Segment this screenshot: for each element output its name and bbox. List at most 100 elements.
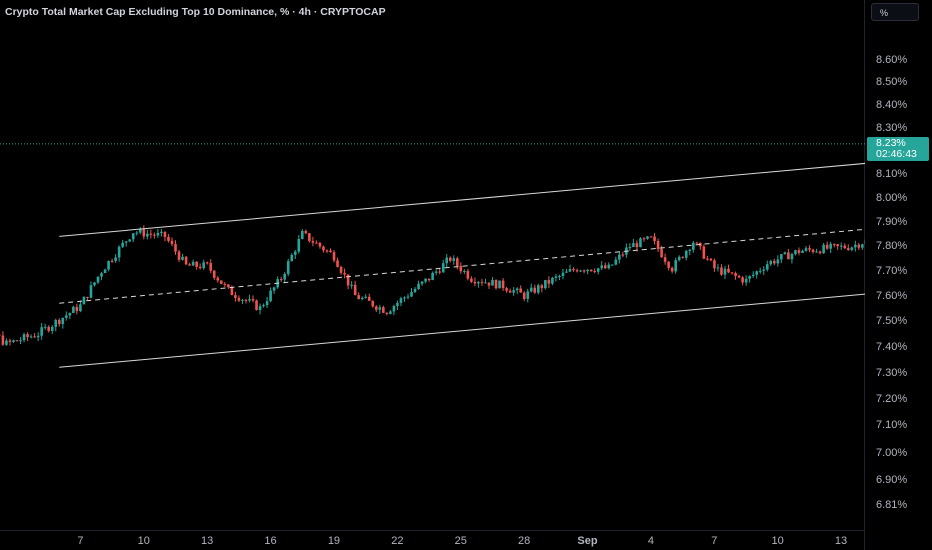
candle-body bbox=[156, 232, 160, 236]
candle-body bbox=[822, 244, 825, 254]
candle-body bbox=[121, 242, 124, 247]
candle-body bbox=[688, 249, 692, 251]
candle-body bbox=[212, 270, 216, 278]
candle-body bbox=[787, 252, 790, 260]
candle-body bbox=[234, 295, 237, 298]
candle-body bbox=[75, 306, 79, 312]
candle-body bbox=[832, 243, 836, 245]
chart-plot-area[interactable] bbox=[0, 0, 865, 530]
candle-body bbox=[279, 279, 283, 281]
candle-body bbox=[755, 271, 759, 275]
candle-body bbox=[392, 306, 396, 312]
candle-body bbox=[730, 272, 734, 274]
candle-body bbox=[748, 276, 751, 279]
candle-body bbox=[36, 335, 40, 338]
candle-body bbox=[744, 278, 748, 283]
y-tick-label: 7.00% bbox=[876, 446, 908, 459]
candle-body bbox=[780, 254, 783, 260]
candle-body bbox=[29, 336, 33, 338]
percent-scale-button[interactable]: % bbox=[871, 3, 919, 21]
candle-body bbox=[836, 244, 840, 246]
candle-body bbox=[723, 268, 727, 275]
candle-body bbox=[670, 267, 674, 272]
candle-body bbox=[65, 315, 68, 318]
candle-body bbox=[494, 280, 498, 289]
candle-body bbox=[5, 340, 8, 345]
candle-body bbox=[470, 278, 473, 282]
candle-body bbox=[82, 296, 86, 305]
last-price-tag: 8.23% 02:46:43 bbox=[867, 137, 929, 161]
candle-body bbox=[237, 297, 241, 301]
candles-group bbox=[0, 225, 865, 346]
candle-body bbox=[804, 248, 808, 251]
candle-body bbox=[829, 243, 832, 249]
y-tick-label: 7.60% bbox=[876, 289, 908, 302]
candle-body bbox=[427, 278, 431, 281]
candle-body bbox=[177, 251, 181, 260]
candle-body bbox=[734, 273, 737, 276]
candle-body bbox=[339, 266, 343, 273]
candle-body bbox=[399, 298, 403, 303]
candle-body bbox=[283, 273, 287, 280]
candle-body bbox=[209, 263, 213, 271]
y-tick-label: 7.20% bbox=[876, 392, 908, 405]
last-price-value: 8.23% bbox=[876, 137, 906, 149]
trendline-channel-upper[interactable] bbox=[59, 125, 865, 237]
candle-body bbox=[653, 236, 656, 241]
candle-body bbox=[50, 326, 54, 331]
candle-body bbox=[603, 265, 607, 269]
trendline-channel-lower[interactable] bbox=[59, 256, 865, 368]
candle-body bbox=[244, 299, 248, 301]
candle-body bbox=[815, 251, 818, 253]
candle-body bbox=[818, 251, 822, 254]
candle-body bbox=[586, 269, 589, 272]
candle-body bbox=[1, 335, 5, 345]
candle-body bbox=[794, 250, 797, 254]
candle-body bbox=[691, 242, 695, 250]
x-tick-label: 7 bbox=[77, 535, 84, 547]
candle-body bbox=[459, 265, 463, 272]
candle-body bbox=[293, 251, 297, 255]
candle-body bbox=[572, 269, 575, 271]
candle-body bbox=[332, 252, 336, 261]
candle-body bbox=[677, 256, 681, 261]
candle-body bbox=[593, 271, 596, 273]
candle-body bbox=[248, 299, 251, 301]
candle-body bbox=[642, 238, 646, 240]
candle-body bbox=[15, 340, 19, 342]
trendline-channel-mid[interactable] bbox=[59, 191, 865, 304]
candle-body bbox=[702, 246, 706, 259]
candle-body bbox=[40, 327, 43, 336]
candle-body bbox=[103, 269, 107, 274]
candle-body bbox=[484, 282, 487, 284]
candle-body bbox=[258, 306, 262, 311]
candle-body bbox=[367, 296, 371, 301]
candle-body bbox=[445, 257, 449, 264]
candle-body bbox=[167, 236, 170, 241]
candle-body bbox=[811, 249, 815, 253]
candle-body bbox=[491, 280, 494, 286]
candle-body bbox=[839, 245, 843, 247]
candle-body bbox=[519, 288, 523, 293]
x-tick-label: 19 bbox=[327, 535, 341, 547]
candle-body bbox=[825, 244, 829, 249]
candle-body bbox=[554, 276, 558, 278]
candle-body bbox=[431, 272, 434, 281]
candle-body bbox=[846, 248, 850, 250]
y-tick-label: 7.30% bbox=[876, 366, 908, 379]
candle-body bbox=[600, 265, 604, 269]
candle-body bbox=[336, 260, 339, 267]
y-tick-label: 7.80% bbox=[876, 240, 908, 253]
candle-body bbox=[843, 245, 847, 249]
candle-body bbox=[272, 287, 276, 291]
candle-body bbox=[558, 275, 561, 277]
candle-body bbox=[850, 247, 854, 250]
candle-body bbox=[68, 312, 72, 316]
candle-body bbox=[230, 287, 234, 296]
candle-body bbox=[417, 283, 420, 289]
candle-body bbox=[325, 250, 329, 252]
candle-body bbox=[389, 311, 392, 314]
candle-body bbox=[343, 272, 346, 275]
candle-body bbox=[522, 292, 526, 299]
candle-body bbox=[808, 248, 811, 250]
